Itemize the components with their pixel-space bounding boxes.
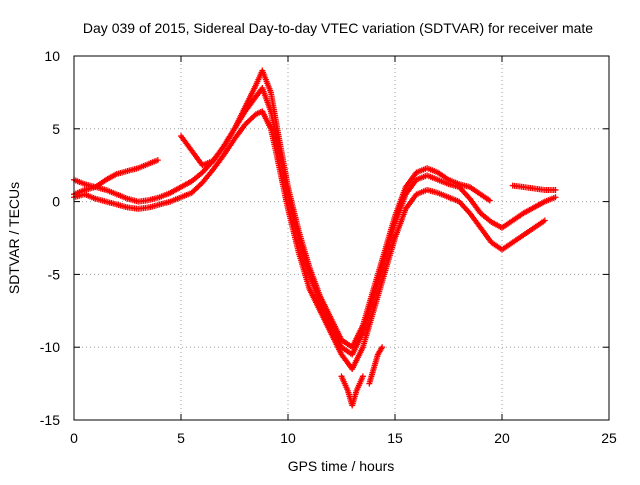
data-point — [552, 186, 559, 193]
x-tick-label: 15 — [387, 430, 403, 446]
y-tick-label: -10 — [40, 339, 60, 355]
x-tick-label: 10 — [280, 430, 296, 446]
x-axis-ticks: 0 5 10 15 20 25 — [70, 56, 617, 446]
data-point — [486, 197, 493, 204]
y-tick-label: 10 — [44, 48, 60, 64]
data-point — [541, 217, 548, 224]
y-tick-label: -15 — [40, 412, 60, 428]
data-point — [359, 373, 366, 380]
series-4 — [366, 344, 386, 387]
y-tick-label: 5 — [52, 121, 60, 137]
y-axis-label: SDTVAR / TECUs — [6, 182, 22, 294]
data-point — [552, 194, 559, 201]
chart-title: Day 039 of 2015, Sidereal Day-to-day VTE… — [83, 20, 593, 36]
y-tick-label: -5 — [48, 266, 61, 282]
data-point — [379, 344, 386, 351]
data-points — [71, 67, 559, 409]
x-tick-label: 25 — [601, 430, 617, 446]
x-tick-label: 20 — [494, 430, 510, 446]
series-2 — [71, 67, 559, 351]
series-1 — [71, 85, 559, 358]
series-3 — [338, 373, 366, 409]
x-axis-label: GPS time / hours — [288, 458, 395, 474]
series-0 — [71, 108, 548, 373]
data-point — [154, 157, 161, 164]
x-tick-label: 5 — [177, 430, 185, 446]
grid-lines — [74, 56, 609, 420]
x-tick-label: 0 — [70, 430, 78, 446]
y-tick-label: 0 — [52, 194, 60, 210]
plot-frame — [73, 55, 610, 421]
y-axis-ticks: -15 -10 -5 0 5 10 — [40, 48, 609, 428]
